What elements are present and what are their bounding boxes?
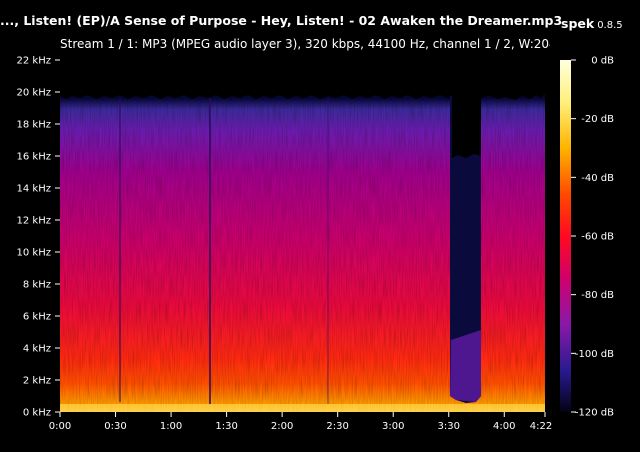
time-tick-label: 4:00 — [493, 421, 515, 432]
time-axis: 0:00 0:30 1:00 1:30 2:00 2:30 3:00 3:30 4:00 4:22 — [49, 412, 552, 432]
time-tick-label: 0:00 — [49, 421, 71, 432]
db-tick-label: -60 dB — [581, 232, 614, 243]
bass-band — [60, 404, 545, 412]
db-tick-label: -100 dB — [575, 349, 614, 360]
frequency-tick-label: 4 kHz — [23, 344, 51, 355]
frequency-tick-label: 12 kHz — [17, 216, 51, 227]
spectrogram-cutoff-mask — [60, 60, 545, 100]
frequency-tick-label: 14 kHz — [17, 184, 51, 195]
time-tick-label: 1:00 — [160, 421, 182, 432]
quiet-section-top — [452, 96, 481, 158]
app-name: spek — [561, 16, 595, 31]
db-scale-axis: 0 dB -20 dB -40 dB -60 dB -80 dB -100 dB -120 … — [571, 56, 614, 419]
time-tick-label: 3:00 — [382, 421, 404, 432]
frequency-axis: 0 kHz 2 kHz 4 kHz 6 kHz 8 kHz 10 kHz 12 kHz 14 … — [17, 56, 60, 419]
db-tick-label: -20 dB — [581, 114, 614, 125]
app-version: 0.8.5 — [597, 20, 623, 31]
quiet-section — [450, 96, 481, 403]
db-tick-label: -40 dB — [581, 173, 614, 184]
time-tick-label: 0:30 — [104, 421, 126, 432]
time-end-label: 4:22 — [530, 421, 552, 432]
spectrogram — [60, 60, 545, 412]
time-tick-label: 2:00 — [271, 421, 293, 432]
frequency-tick-label: 2 kHz — [23, 376, 51, 387]
time-tick-label: 2:30 — [326, 421, 348, 432]
db-tick-label: 0 dB — [591, 56, 614, 67]
db-tick-label: -80 dB — [581, 290, 614, 301]
frequency-tick-label: 16 kHz — [17, 152, 51, 163]
frequency-tick-label: 0 kHz — [23, 408, 51, 419]
frequency-tick-label: 6 kHz — [23, 312, 51, 323]
app-label: spek 0.8.5 — [561, 13, 623, 32]
frequency-tick-label: 10 kHz — [17, 248, 51, 259]
stream-info: Stream 1 / 1: MP3 (MPEG audio layer 3), … — [60, 37, 550, 51]
db-scale-bar — [560, 60, 571, 412]
db-tick-label: -120 dB — [575, 408, 614, 419]
frequency-tick-label: 18 kHz — [17, 120, 51, 131]
quiet-section-mid — [450, 330, 481, 402]
frequency-tick-label: 22 kHz — [17, 56, 51, 67]
frequency-tick-label: 20 kHz — [17, 88, 51, 99]
file-title: ..., Listen! (EP)/A Sense of Purpose - H… — [0, 13, 563, 28]
frequency-tick-label: 8 kHz — [23, 280, 51, 291]
time-tick-label: 1:30 — [215, 421, 237, 432]
time-tick-label: 3:30 — [438, 421, 460, 432]
